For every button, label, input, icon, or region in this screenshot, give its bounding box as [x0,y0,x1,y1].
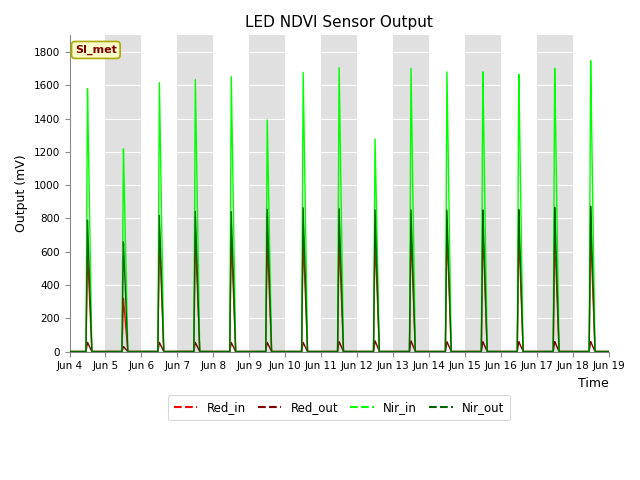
Bar [70,36,106,351]
Text: SI_met: SI_met [75,45,116,55]
Red_in [605,348,612,354]
Nir_in [605,348,612,354]
Nir_in [587,58,595,64]
Bar [537,36,573,351]
Nir_out [175,348,183,354]
Red_out [181,348,189,354]
Bar [106,36,141,351]
Bar [321,36,357,351]
Nir_out [587,203,595,209]
Bar [177,36,213,351]
Bar [285,36,321,351]
Nir_out [490,348,498,354]
Nir_out [413,348,421,354]
Red_in [603,348,611,354]
Red_in [490,348,498,354]
Red_out [66,348,74,354]
Line: Red_in: Red_in [70,228,609,351]
Bar [465,36,501,351]
Red_out [490,348,498,354]
X-axis label: Time: Time [578,377,609,390]
Bar [249,36,285,351]
Bar [429,36,465,351]
Red_out [268,348,275,354]
Nir_out [66,348,74,354]
Line: Nir_in: Nir_in [70,61,609,351]
Nir_in [181,348,189,354]
Bar [573,36,609,351]
Nir_in [603,348,611,354]
Bar [141,36,177,351]
Bar [501,36,537,351]
Bar [357,36,393,351]
Red_in [175,348,183,354]
Nir_out [268,342,275,348]
Red_out [605,348,612,354]
Red_out [371,338,379,344]
Red_in [479,225,486,231]
Line: Nir_out: Nir_out [70,206,609,351]
Nir_out [181,348,189,354]
Red_in [268,344,275,349]
Red_in [181,348,189,354]
Nir_in [490,348,498,354]
Nir_in [268,338,275,344]
Y-axis label: Output (mV): Output (mV) [15,155,28,232]
Red_in [66,348,74,354]
Line: Red_out: Red_out [70,341,609,351]
Nir_out [605,348,612,354]
Bar [213,36,249,351]
Nir_in [413,348,421,354]
Legend: Red_in, Red_out, Nir_in, Nir_out: Red_in, Red_out, Nir_in, Nir_out [168,396,510,420]
Red_out [175,348,183,354]
Red_out [603,348,611,354]
Bar [393,36,429,351]
Red_in [413,348,421,354]
Red_out [413,348,421,354]
Nir_in [175,348,183,354]
Nir_in [66,348,74,354]
Title: LED NDVI Sensor Output: LED NDVI Sensor Output [245,15,433,30]
Nir_out [603,348,611,354]
